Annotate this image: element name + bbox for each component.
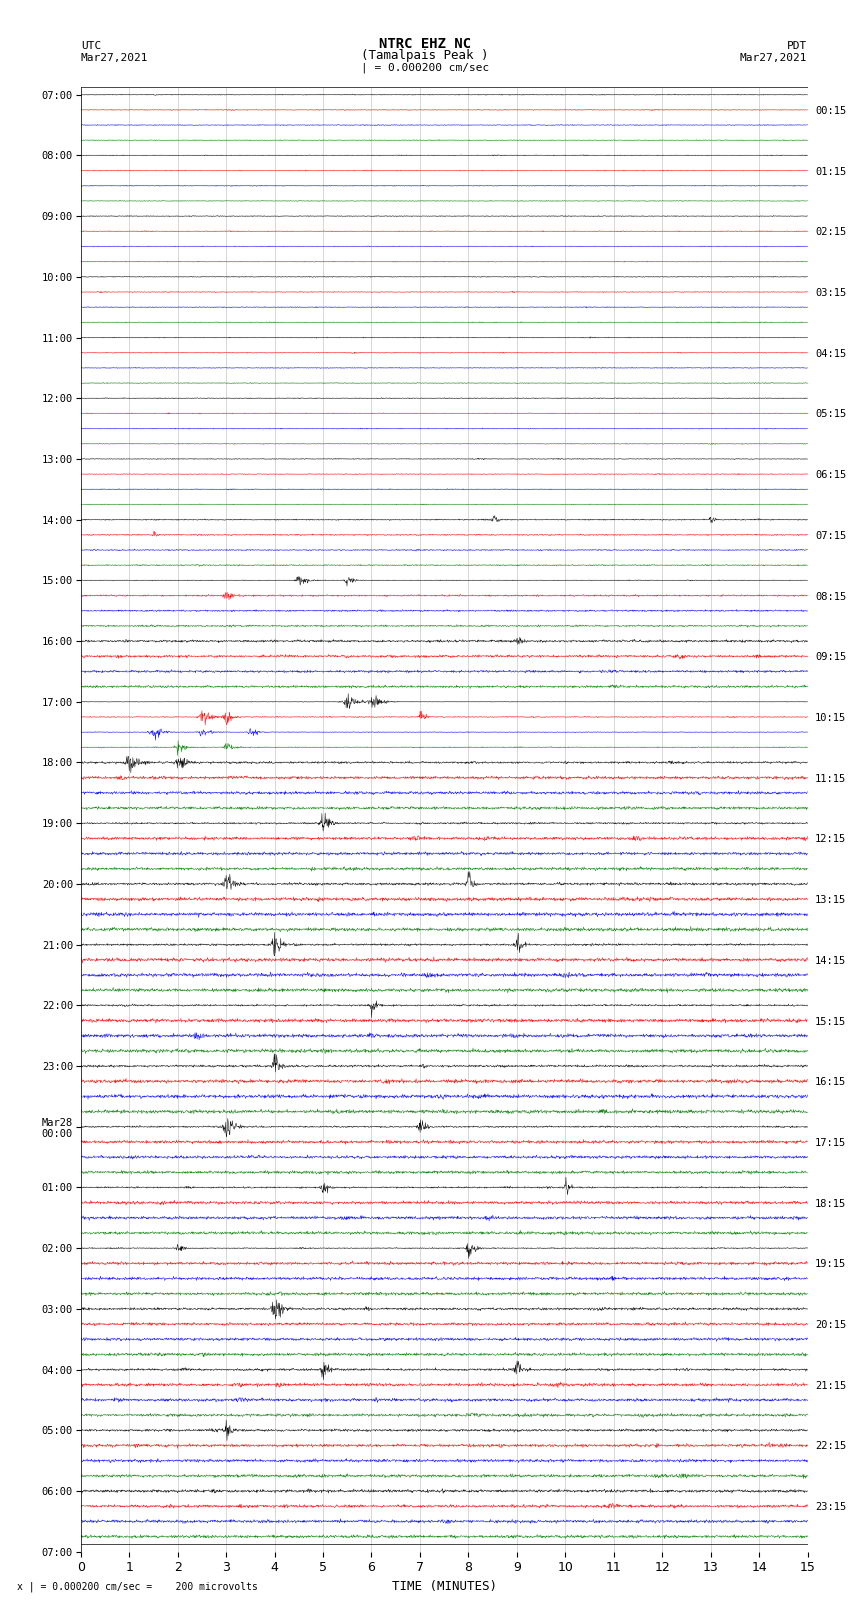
Text: x | = 0.000200 cm/sec =    200 microvolts: x | = 0.000200 cm/sec = 200 microvolts xyxy=(17,1581,258,1592)
Text: UTC: UTC xyxy=(81,40,101,50)
X-axis label: TIME (MINUTES): TIME (MINUTES) xyxy=(392,1581,496,1594)
Text: | = 0.000200 cm/sec: | = 0.000200 cm/sec xyxy=(361,61,489,73)
Text: Mar27,2021: Mar27,2021 xyxy=(81,53,148,63)
Text: (Tamalpais Peak ): (Tamalpais Peak ) xyxy=(361,48,489,63)
Text: PDT: PDT xyxy=(787,40,808,50)
Text: Mar27,2021: Mar27,2021 xyxy=(740,53,808,63)
Text: NTRC EHZ NC: NTRC EHZ NC xyxy=(379,37,471,50)
